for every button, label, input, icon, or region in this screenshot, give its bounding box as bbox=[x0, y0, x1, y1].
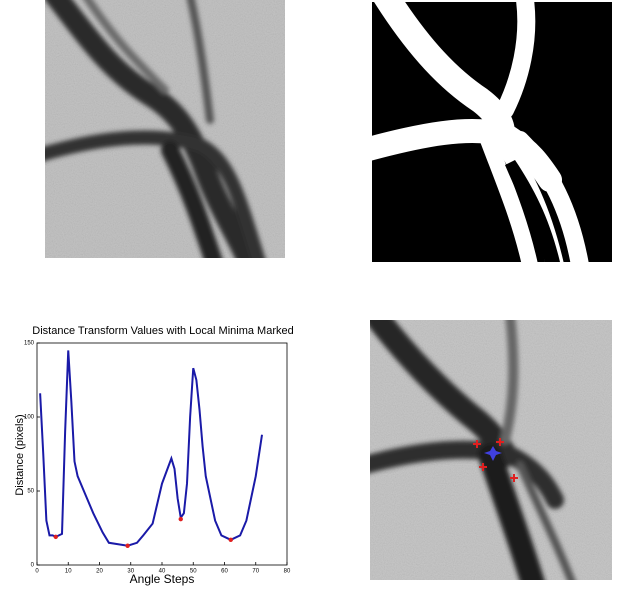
y-axis-label: Distance (pixels) bbox=[14, 414, 26, 495]
x-tick-label: 0 bbox=[35, 569, 39, 575]
y-tick-label: 0 bbox=[31, 563, 35, 569]
chart-title: Distance Transform Values with Local Min… bbox=[32, 325, 293, 337]
x-tick-label: 30 bbox=[127, 569, 134, 575]
local-minimum bbox=[54, 535, 58, 539]
x-tick-label: 60 bbox=[221, 569, 228, 575]
figure: Distance Transform Values with Local Min… bbox=[0, 0, 621, 591]
vessel-image bbox=[40, 0, 285, 265]
x-tick-label: 50 bbox=[190, 569, 197, 575]
distance-line bbox=[40, 350, 262, 545]
zoomed-image bbox=[365, 315, 612, 590]
x-tick-label: 40 bbox=[159, 569, 166, 575]
y-tick-label: 150 bbox=[24, 341, 35, 347]
local-minimum bbox=[179, 517, 183, 521]
x-tick-label: 10 bbox=[65, 569, 72, 575]
x-tick-label: 20 bbox=[96, 569, 103, 575]
vessel-mask bbox=[365, 0, 612, 265]
y-tick-label: 50 bbox=[27, 489, 34, 495]
local-minimum bbox=[229, 538, 233, 542]
y-tick-label: 100 bbox=[24, 415, 35, 421]
x-tick-label: 70 bbox=[252, 569, 259, 575]
local-minimum bbox=[125, 544, 129, 548]
x-tick-label: 80 bbox=[284, 569, 291, 575]
